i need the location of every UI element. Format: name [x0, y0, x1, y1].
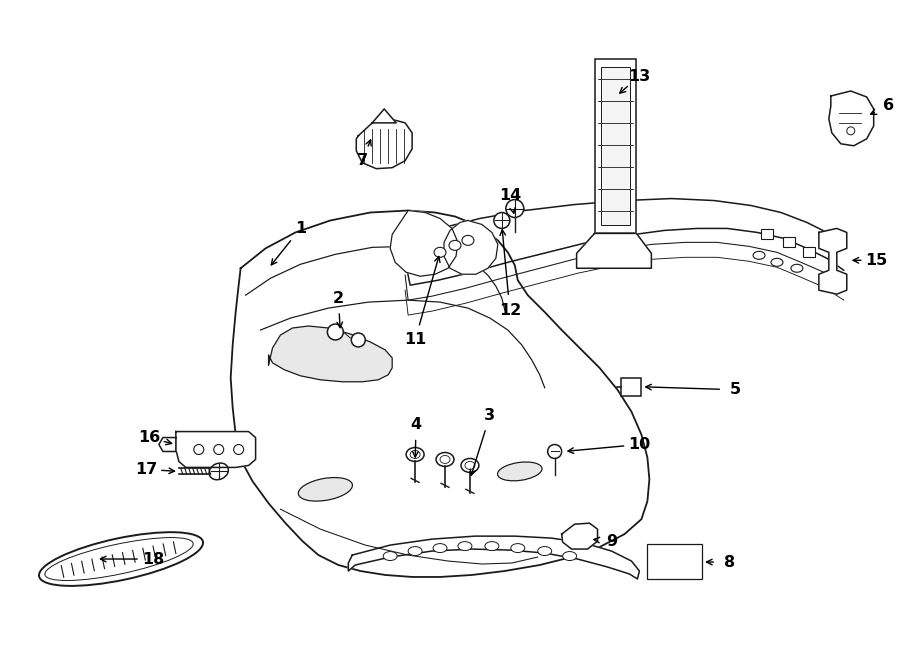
Ellipse shape [465, 461, 475, 469]
Ellipse shape [537, 547, 552, 555]
Ellipse shape [548, 444, 562, 459]
Text: 2: 2 [333, 291, 344, 305]
Ellipse shape [39, 532, 203, 586]
Polygon shape [373, 109, 396, 123]
Ellipse shape [434, 247, 446, 257]
Polygon shape [268, 326, 392, 382]
Ellipse shape [234, 444, 244, 455]
Polygon shape [230, 210, 650, 577]
Ellipse shape [328, 324, 343, 340]
Text: 7: 7 [356, 153, 368, 168]
Ellipse shape [213, 444, 224, 455]
Ellipse shape [351, 333, 365, 347]
Ellipse shape [45, 537, 193, 580]
Ellipse shape [771, 258, 783, 266]
Text: 3: 3 [484, 408, 495, 423]
Text: 8: 8 [724, 555, 734, 570]
Ellipse shape [194, 444, 203, 455]
Text: 18: 18 [142, 551, 164, 566]
Ellipse shape [498, 462, 542, 481]
Polygon shape [562, 524, 598, 549]
Text: 5: 5 [730, 382, 741, 397]
Text: 17: 17 [135, 462, 158, 477]
Bar [803, 247, 815, 257]
Polygon shape [405, 198, 844, 285]
Polygon shape [444, 221, 498, 274]
Bar [595, 59, 636, 233]
Ellipse shape [436, 453, 454, 467]
Polygon shape [829, 91, 874, 146]
Ellipse shape [462, 235, 474, 245]
Ellipse shape [406, 447, 424, 461]
Text: 10: 10 [628, 437, 651, 452]
Ellipse shape [494, 212, 509, 229]
Text: 15: 15 [866, 253, 887, 268]
Ellipse shape [562, 551, 577, 561]
Text: 11: 11 [404, 332, 427, 348]
Ellipse shape [791, 264, 803, 272]
Ellipse shape [408, 547, 422, 555]
Polygon shape [391, 210, 458, 276]
Bar [761, 229, 773, 239]
Text: 6: 6 [883, 98, 895, 114]
Polygon shape [577, 233, 652, 268]
Text: 14: 14 [499, 188, 521, 203]
Polygon shape [356, 119, 412, 169]
Polygon shape [348, 536, 639, 579]
Polygon shape [159, 438, 176, 451]
Bar [647, 544, 702, 579]
Ellipse shape [449, 241, 461, 251]
Text: 9: 9 [606, 533, 617, 549]
Polygon shape [176, 432, 256, 467]
Ellipse shape [298, 477, 353, 501]
Bar [600, 67, 630, 225]
Bar [783, 237, 795, 247]
Ellipse shape [458, 541, 472, 551]
Ellipse shape [506, 200, 524, 217]
Text: 12: 12 [499, 303, 521, 317]
Ellipse shape [410, 451, 420, 459]
Text: 1: 1 [295, 221, 306, 236]
Ellipse shape [383, 551, 397, 561]
Ellipse shape [440, 455, 450, 463]
Ellipse shape [511, 543, 525, 553]
Text: 16: 16 [138, 430, 160, 445]
Ellipse shape [461, 459, 479, 473]
Ellipse shape [485, 541, 499, 551]
Text: 4: 4 [410, 417, 422, 432]
Ellipse shape [847, 127, 855, 135]
Ellipse shape [753, 251, 765, 259]
Text: 13: 13 [628, 69, 651, 83]
FancyBboxPatch shape [622, 378, 642, 396]
Polygon shape [819, 229, 847, 294]
Ellipse shape [433, 543, 447, 553]
Ellipse shape [209, 463, 229, 480]
